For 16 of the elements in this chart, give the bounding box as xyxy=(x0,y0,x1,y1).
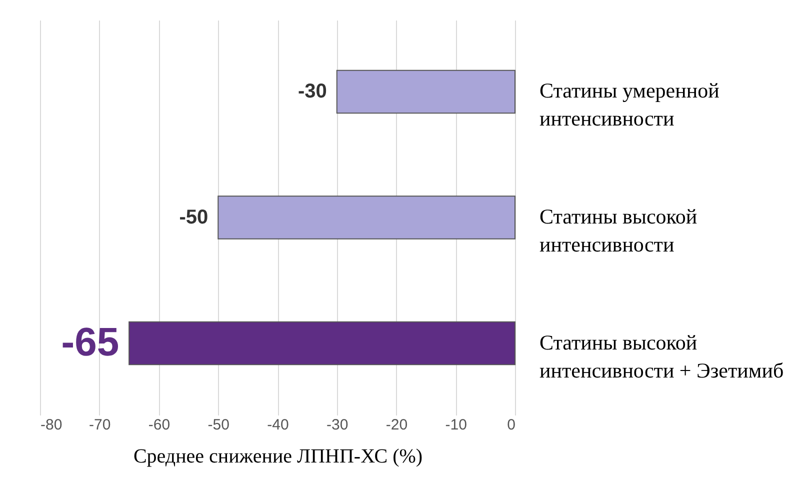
y-tick-label: Статины умеренной интенсивности xyxy=(540,78,720,131)
x-tick-label: -20 xyxy=(386,416,408,434)
data-label: -30 xyxy=(298,80,327,103)
x-tick-label: -70 xyxy=(89,416,111,434)
data-label: -65 xyxy=(61,320,120,364)
x-tick-label: -10 xyxy=(445,416,467,434)
x-tick-label: -30 xyxy=(326,416,348,434)
y-tick-label: Статины высокой интенсивности + Эзетимиб xyxy=(540,330,784,382)
y-tick-label: Статины высокой интенсивности xyxy=(540,204,698,256)
x-tick-label: -40 xyxy=(267,416,289,434)
x-axis-title: Среднее снижение ЛПНП-ХС (%) xyxy=(133,446,423,468)
data-label: -50 xyxy=(179,206,208,228)
x-tick-label: -80 xyxy=(40,416,62,434)
x-tick-label: 0 xyxy=(507,416,516,434)
x-tick-label: -50 xyxy=(208,416,230,434)
x-tick-label: -60 xyxy=(148,416,170,434)
